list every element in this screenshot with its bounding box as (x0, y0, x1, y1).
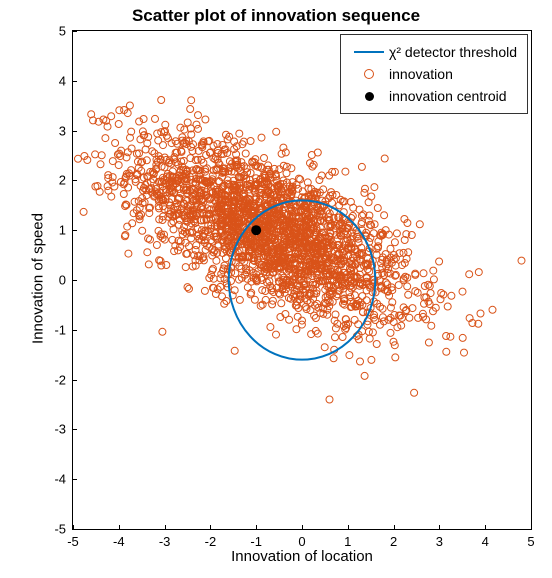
y-tick-mark (72, 180, 77, 181)
y-tick-mark (72, 529, 77, 530)
scatter-figure: Scatter plot of innovation sequence -5 -4… (0, 0, 552, 578)
x-tick-label: 4 (482, 534, 489, 549)
x-tick-label: 3 (436, 534, 443, 549)
legend-label: χ² detector threshold (389, 44, 517, 60)
legend-item: innovation centroid (349, 85, 517, 107)
x-tick-label: 2 (390, 534, 397, 549)
x-tick-label: -3 (159, 534, 171, 549)
legend-marker (349, 64, 389, 84)
y-tick-mark (72, 31, 77, 32)
x-tick-mark (119, 525, 120, 530)
y-tick-mark (72, 429, 77, 430)
x-tick-mark (531, 525, 532, 530)
x-tick-label: -5 (67, 534, 79, 549)
x-tick-mark (394, 525, 395, 530)
y-tick-mark (72, 131, 77, 132)
y-tick-mark (72, 479, 77, 480)
y-tick-mark (72, 380, 77, 381)
legend-marker (349, 42, 389, 62)
x-tick-mark (348, 525, 349, 530)
legend-item: innovation (349, 63, 517, 85)
x-tick-mark (485, 525, 486, 530)
y-tick-mark (72, 230, 77, 231)
x-tick-label: -4 (113, 534, 125, 549)
y-tick-mark (72, 81, 77, 82)
centroid-point (251, 225, 261, 235)
x-tick-mark (302, 525, 303, 530)
x-tick-label: -1 (250, 534, 262, 549)
chart-title: Scatter plot of innovation sequence (0, 6, 552, 26)
y-axis-label: Innovation of speed (30, 29, 47, 529)
x-tick-mark (439, 525, 440, 530)
legend-label: innovation centroid (389, 88, 507, 104)
legend: χ² detector threshold innovation innovatio… (340, 34, 528, 114)
x-tick-mark (256, 525, 257, 530)
legend-item: χ² detector threshold (349, 41, 517, 63)
x-tick-label: 1 (344, 534, 351, 549)
y-tick-mark (72, 330, 77, 331)
x-tick-label: -2 (205, 534, 217, 549)
legend-marker (349, 86, 389, 106)
x-axis-label: Innovation of location (72, 548, 532, 565)
legend-label: innovation (389, 66, 453, 82)
y-tick-mark (72, 280, 77, 281)
x-tick-label: 5 (527, 534, 534, 549)
scatter-series (73, 97, 525, 404)
x-tick-mark (210, 525, 211, 530)
x-tick-label: 0 (298, 534, 305, 549)
x-tick-mark (165, 525, 166, 530)
